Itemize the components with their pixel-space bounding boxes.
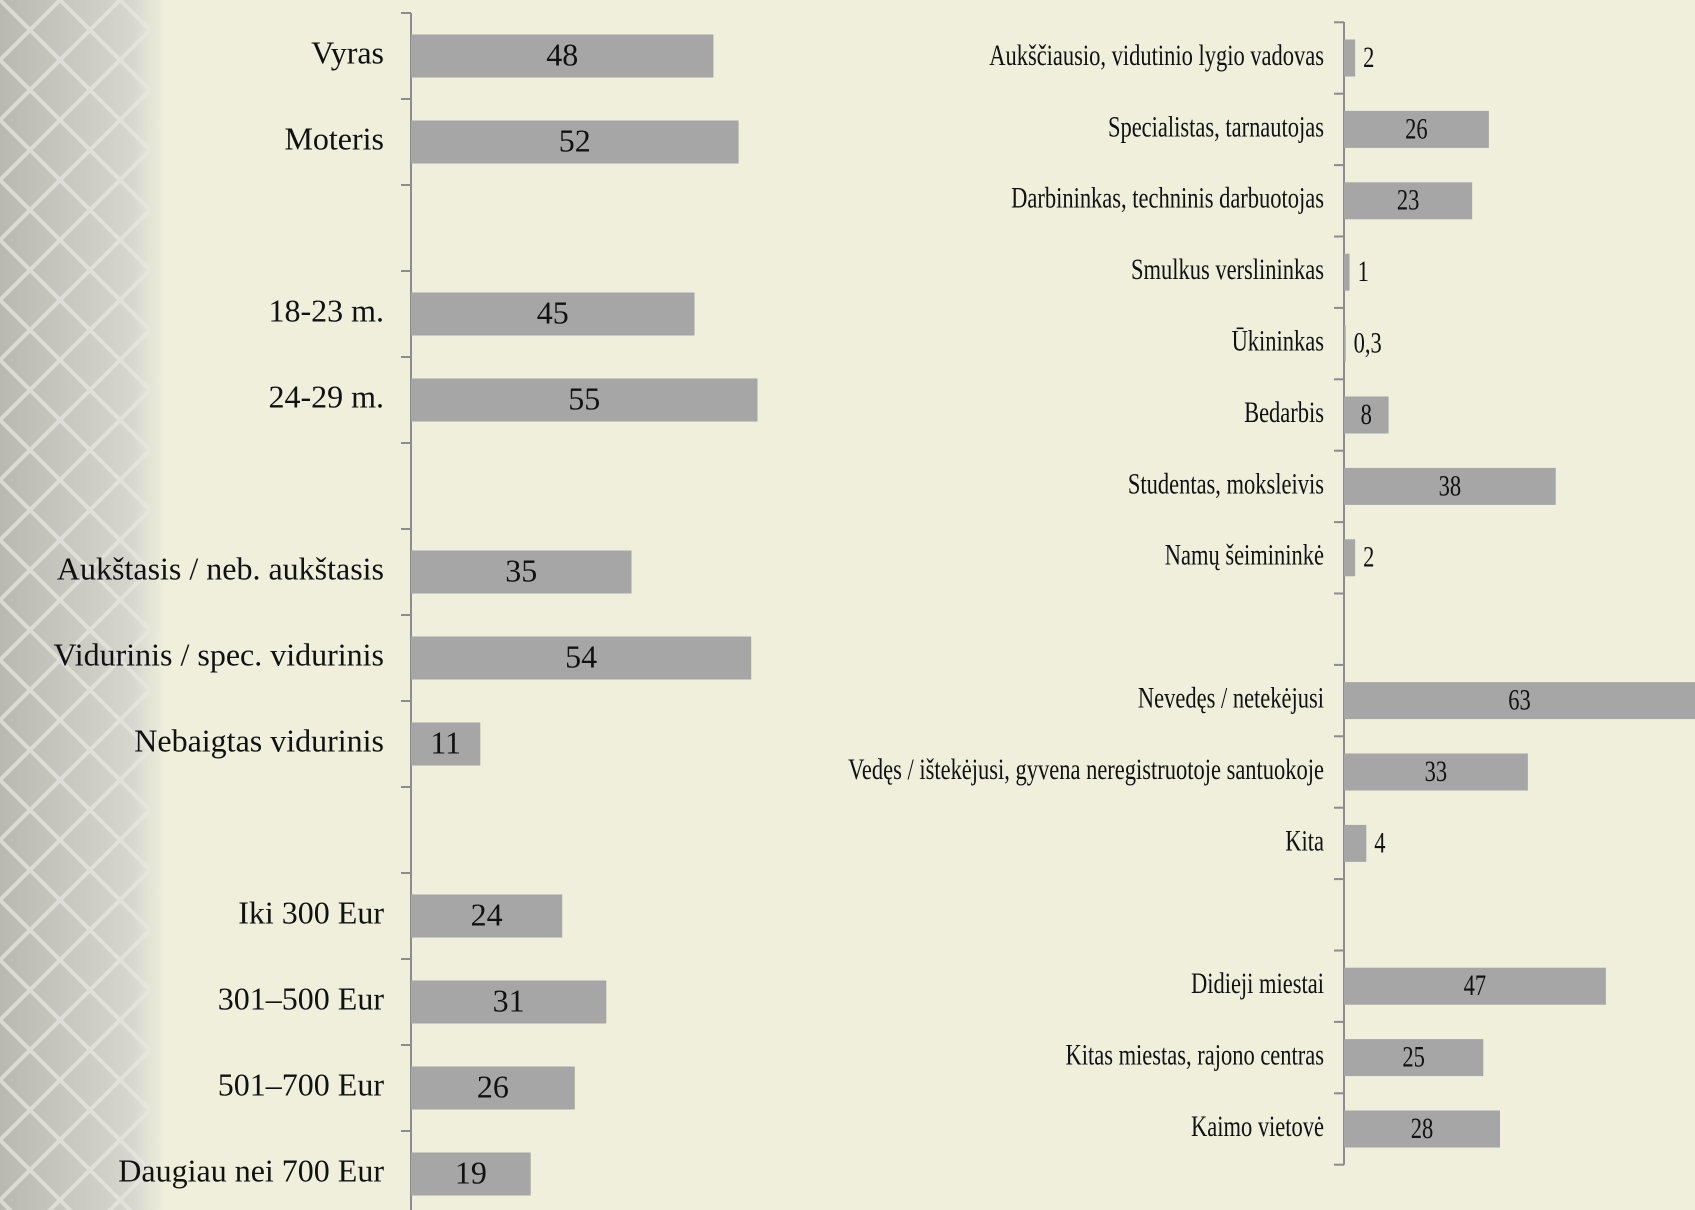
left-chart: Vyras 48 Moteris 52 18-23 m. 45 24-29 m. 55 Aukš… [54,12,758,1210]
category-label: Didieji miestai [1191,966,1324,1000]
value-label: 31 [493,982,525,1018]
value-label: 55 [568,380,600,416]
bar [1344,110,1489,148]
value-label: 63 [1508,682,1530,716]
category-label: 18-23 m. [268,292,384,328]
category-label: Studentas, moksleivis [1128,466,1324,500]
value-label: 35 [505,552,537,588]
bar [1344,1110,1500,1148]
right-chart: Aukščiausio, vidutinio lygio vadovas 2 Spe… [848,21,1695,1166]
bar [1344,1039,1484,1077]
category-label: 24-29 m. [268,378,384,414]
bar [411,980,607,1024]
bar [1344,753,1528,791]
value-label: 47 [1464,968,1486,1002]
category-label: Vyras [311,34,384,70]
bar [411,1066,575,1110]
bar [1344,967,1606,1005]
category-label: Iki 300 Eur [238,894,384,930]
value-label: 33 [1425,754,1447,788]
bar [1344,182,1473,220]
bar [411,894,563,938]
category-label: Vidurinis / spec. vidurinis [54,636,385,672]
category-label: Moteris [284,120,384,156]
category-label: Kaimo vietovė [1191,1109,1324,1143]
bar [1344,467,1556,505]
value-label: 1 [1358,254,1369,288]
bar [1344,325,1346,363]
bar [411,1152,531,1196]
bar [411,722,481,766]
value-label: 54 [565,638,597,674]
bar [1344,396,1389,434]
category-label: Aukštasis / neb. aukštasis [57,550,384,586]
bar [1344,824,1367,862]
category-label: 501–700 Eur [218,1066,385,1102]
bar [411,378,758,422]
category-label: Kita [1285,823,1324,857]
value-label: 48 [546,36,578,72]
category-label: Ūkininkas [1232,323,1324,357]
value-label: 11 [430,724,461,760]
value-label: 52 [559,122,591,158]
category-label: Vedęs / ištekėjusi, gyvena neregistruoto… [848,752,1324,786]
value-label: 19 [455,1154,487,1190]
value-label: 28 [1411,1111,1433,1145]
value-label: 24 [471,896,503,932]
bar [1344,39,1356,77]
category-label: Kitas miestas, rajono centras [1065,1037,1324,1071]
value-label: 2 [1363,40,1374,74]
category-label: Specialistas, tarnautojas [1108,109,1324,143]
category-label: Nevedęs / netekėjusi [1138,680,1324,714]
category-label: Nebaigtas vidurinis [134,722,384,758]
value-label: 4 [1374,825,1385,859]
bar [411,292,695,336]
bar [411,550,632,594]
category-label: Namų šeimininkė [1165,538,1324,572]
value-label: 45 [537,294,569,330]
decor-lattice [0,0,150,1210]
value-label: 26 [477,1068,509,1104]
category-label: Bedarbis [1244,395,1324,429]
category-label: Daugiau nei 700 Eur [118,1152,384,1188]
bar [1344,539,1356,577]
bar [411,636,752,680]
value-label: 2 [1363,540,1374,574]
value-label: 26 [1405,111,1427,145]
bar [411,34,714,78]
value-label: 38 [1439,468,1461,502]
bar [1344,682,1695,720]
category-label: Smulkus verslininkas [1131,252,1324,286]
category-label: Darbininkas, techninis darbuotojas [1011,181,1324,215]
value-label: 0,3 [1354,325,1382,359]
bar [411,120,739,164]
value-label: 25 [1402,1039,1424,1073]
value-label: 8 [1361,397,1372,431]
bar [1344,253,1350,291]
value-label: 23 [1397,183,1419,217]
category-label: 301–500 Eur [218,980,385,1016]
category-label: Aukščiausio, vidutinio lygio vadovas [989,38,1324,72]
